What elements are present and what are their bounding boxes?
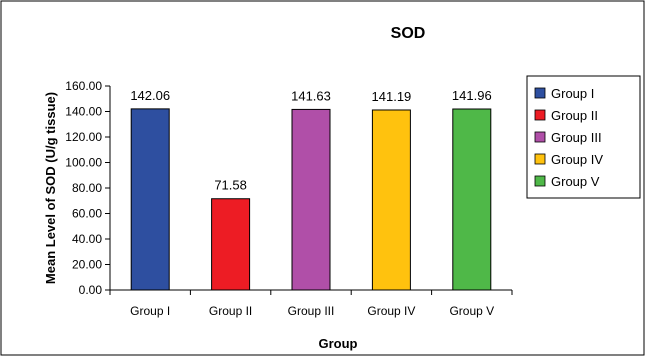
legend-swatch: [534, 131, 546, 143]
bar: [371, 109, 411, 291]
data-label: 141.63: [291, 88, 331, 103]
x-tick-label: Group IV: [367, 304, 415, 318]
x-tick-label: Group III: [288, 304, 335, 318]
data-label: 71.58: [214, 178, 247, 193]
bar: [291, 108, 331, 291]
data-label: 141.19: [372, 89, 412, 104]
x-tick-label: Group II: [209, 304, 252, 318]
y-tick-label: 20.00: [72, 258, 102, 272]
x-axis-label: Group: [319, 336, 358, 351]
y-tick-label: 140.00: [65, 105, 102, 119]
chart-title: SOD: [391, 25, 426, 42]
legend-frame: [526, 75, 641, 199]
plot-area: 0.00 20.00 40.00 60.00 80.00 100.00 120.00 140.…: [65, 79, 513, 318]
data-label: 141.96: [452, 88, 492, 103]
y-tick-label: 160.00: [65, 79, 102, 93]
y-tick-label: 60.00: [72, 207, 102, 221]
legend-entry: Group III: [551, 130, 602, 145]
legend-entry: Group IV: [551, 152, 603, 167]
y-tick-label: 0.00: [79, 283, 103, 297]
legend-entry: Group II: [551, 108, 598, 123]
y-axis-label: Mean Level of SOD (U/g tissue): [43, 92, 58, 284]
data-label: 142.06: [130, 88, 170, 103]
y-tick-label: 120.00: [65, 130, 102, 144]
x-tick-label: Group V: [449, 304, 494, 318]
legend-swatch: [534, 175, 546, 187]
y-tick-label: 40.00: [72, 232, 102, 246]
x-tick-label: Group I: [130, 304, 170, 318]
legend-swatch: [534, 109, 546, 121]
legend: Group I Group II Group III Group IV Group V: [526, 75, 641, 199]
y-tick-label: 100.00: [65, 156, 102, 170]
bar: [211, 198, 251, 291]
legend-entry: Group I: [551, 86, 594, 101]
bar: [452, 108, 492, 291]
legend-entry: Group V: [551, 174, 600, 189]
legend-swatch: [534, 153, 546, 165]
y-tick-label: 80.00: [72, 181, 102, 195]
legend-swatch: [534, 87, 546, 99]
bar: [130, 108, 170, 291]
